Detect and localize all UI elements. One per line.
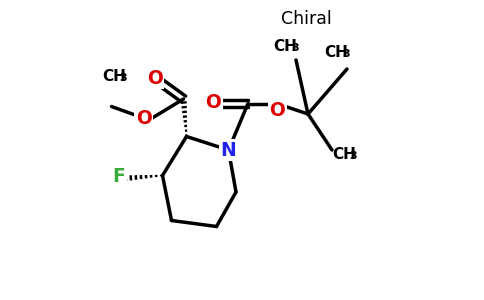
Text: Chiral: Chiral [281, 11, 332, 28]
Text: F: F [113, 167, 125, 187]
Text: 3: 3 [350, 151, 357, 161]
Text: CH: CH [103, 69, 126, 84]
Text: CH: CH [332, 147, 356, 162]
Text: O: O [147, 68, 163, 88]
Text: CH: CH [325, 45, 348, 60]
Text: O: O [269, 101, 285, 121]
Text: N: N [221, 140, 236, 160]
Text: O: O [206, 92, 222, 112]
Text: 3: 3 [342, 49, 350, 59]
Text: O: O [136, 109, 151, 128]
Text: CH: CH [273, 39, 298, 54]
Text: 3: 3 [291, 43, 299, 53]
Text: 3: 3 [120, 73, 127, 83]
